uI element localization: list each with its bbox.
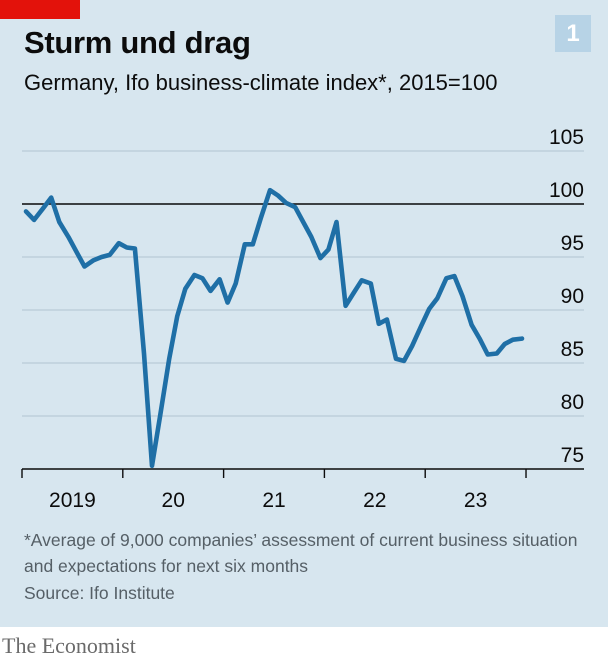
y-tick-label-85: 85	[561, 338, 584, 361]
chart-number-badge: 1	[555, 15, 591, 52]
y-tick-label-90: 90	[561, 285, 584, 308]
gridlines	[22, 150, 584, 417]
x-tick-label-23: 23	[464, 489, 487, 512]
y-tick-label-75: 75	[561, 444, 584, 467]
footnote: *Average of 9,000 companies’ assessment …	[24, 530, 578, 576]
y-tick-label-80: 80	[561, 391, 584, 414]
x-tick-label-20: 20	[162, 489, 185, 512]
chart-panel	[0, 0, 608, 627]
y-tick-label-105: 105	[549, 126, 584, 149]
red-tag-icon	[0, 0, 80, 19]
series-group	[23, 187, 525, 469]
x-tick-label-21: 21	[262, 489, 285, 512]
x-tick-label-2019: 2019	[49, 489, 96, 512]
chart-title: Sturm und drag	[24, 25, 251, 60]
y-tick-label-95: 95	[561, 232, 584, 255]
x-tick-labels: 2019 20 21 22 23	[49, 489, 487, 512]
chart-subtitle: Germany, Ifo business-climate index*, 20…	[24, 70, 498, 95]
x-axis	[21, 468, 584, 478]
y-tick-label-100: 100	[549, 179, 584, 202]
line-chart: 75 80 85 90 95 100 105 2019 20 21 22 23	[21, 126, 584, 512]
series-line-0	[23, 187, 525, 469]
brand-logo: The Economist	[2, 633, 136, 658]
source-note: Source: Ifo Institute	[24, 583, 175, 603]
x-tick-label-22: 22	[363, 489, 386, 512]
y-tick-labels: 75 80 85 90 95 100 105	[549, 126, 584, 467]
